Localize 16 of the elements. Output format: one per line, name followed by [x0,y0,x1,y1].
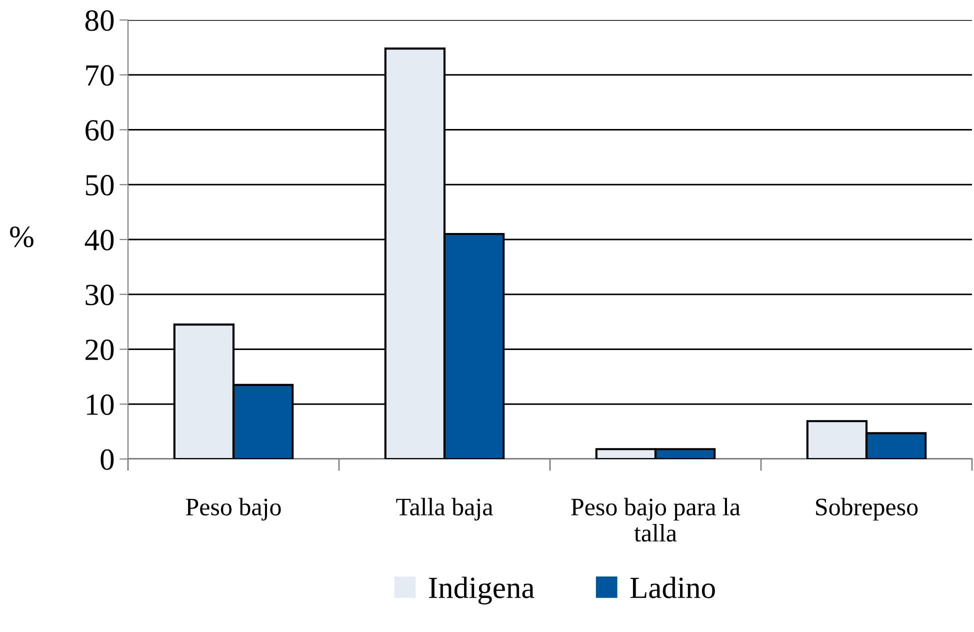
y-tick-label: 30 [86,284,114,306]
x-tick-label: Peso bajo [186,498,281,521]
y-tick-label: 10 [86,394,114,416]
y-tick-label: 70 [86,65,114,86]
y-tick-label: 20 [86,340,114,360]
x-tick-label: Talla baja [396,498,493,521]
y-tick-label: 40 [84,230,114,250]
y-axis-title: % [10,226,34,248]
legend-label: Indigena [429,576,534,604]
legend-label: Ladino [630,576,715,598]
y-tick-label: 0 [100,449,114,470]
x-tick-label: Sobrepeso [816,498,918,521]
y-tick-label: 50 [86,174,114,196]
y-tick-label: 60 [86,120,114,141]
y-tick-label: 80 [85,10,114,31]
x-tick-label: Peso bajo para la talla [571,498,740,542]
